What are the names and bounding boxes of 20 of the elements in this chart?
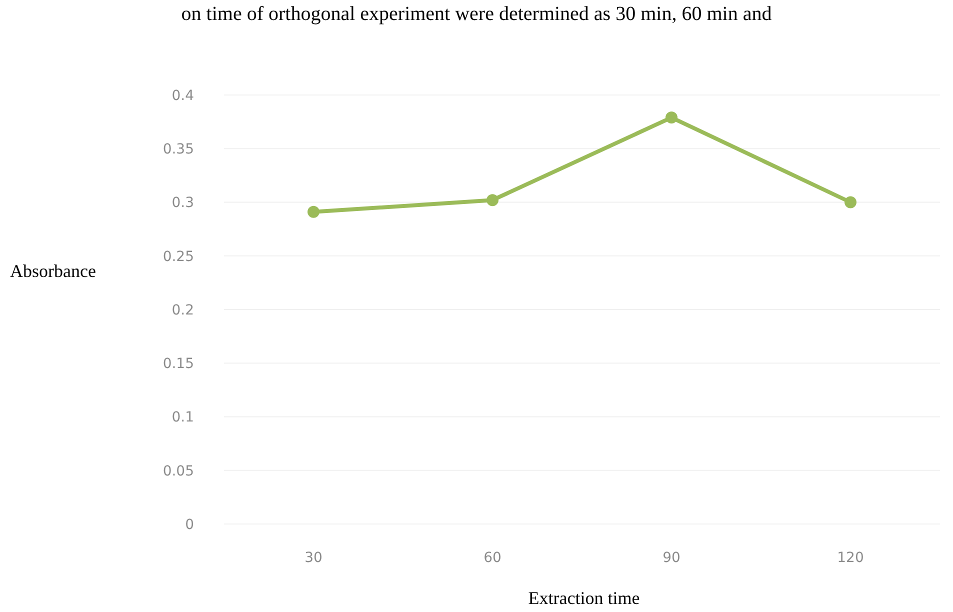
y-tick-label: 0.2 [172, 302, 194, 318]
y-tick-label: 0.05 [162, 463, 194, 480]
y-tick-label: 0 [185, 516, 194, 533]
x-tick-label: 30 [304, 550, 322, 566]
y-axis-title: Absorbance [10, 261, 96, 281]
y-tick-label: 0.3 [172, 195, 194, 212]
text: on time of orthogonal experiment were determined as 30 min, 60 min and [181, 3, 772, 25]
y-tick-label: 0.35 [162, 142, 194, 158]
y-tick-label: 0.4 [172, 88, 194, 104]
x-tick-label: 90 [662, 550, 680, 566]
point [308, 206, 320, 218]
x-axis-title: Extraction time [528, 588, 640, 608]
x-tick-label: 120 [837, 550, 864, 566]
y-tick-label: 0.25 [162, 248, 194, 265]
y-tick-label: 0.1 [172, 410, 194, 426]
point [486, 194, 498, 206]
x-tick-label: 60 [484, 550, 502, 566]
y-tick-label: 0.15 [162, 356, 194, 372]
point [666, 112, 678, 124]
point [844, 196, 856, 208]
